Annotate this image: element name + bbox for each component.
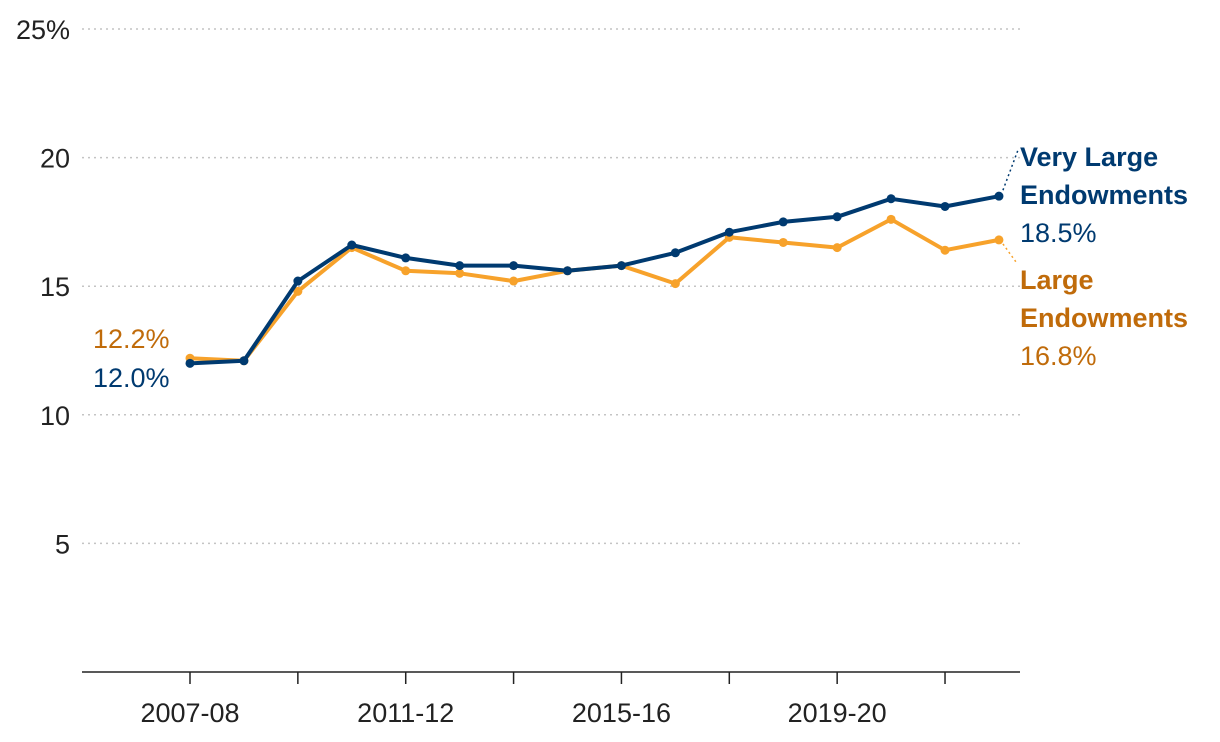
very-large-endowments-series-name-line1: Very Large [1020, 142, 1158, 172]
large-endowments-point [778, 237, 788, 247]
large-endowments-end-value: 16.8% [1020, 341, 1097, 371]
very-large-endowments-point [778, 217, 788, 227]
y-tick-label: 15 [40, 272, 70, 302]
large-endowments-series-name-line2: Endowments [1020, 303, 1188, 333]
large-endowments-point [670, 279, 680, 289]
large-endowments-point [994, 235, 1004, 245]
large-endowments-point [293, 286, 303, 296]
large-endowments-point [832, 243, 842, 253]
y-tick-label: 10 [40, 401, 70, 431]
large-endowments-series-name-line1: Large [1020, 265, 1094, 295]
gridlines [82, 28, 1020, 545]
very-large-endowments-point [832, 212, 842, 222]
large-endowments-leader-line [1002, 243, 1017, 263]
x-tick-label: 2011-12 [357, 698, 454, 728]
x-axis: 2007-08 2011-12 2015-16 2019-20 [82, 671, 1020, 728]
large-endowments-point [455, 268, 465, 278]
very-large-endowments-start-value: 12.0% [93, 363, 170, 393]
large-endowments-point [886, 214, 896, 224]
very-large-endowments-point [455, 261, 465, 271]
x-tick-label: 2015-16 [572, 698, 671, 728]
large-endowments-point [940, 245, 950, 255]
very-large-endowments-point [940, 201, 950, 211]
very-large-endowments-point [616, 261, 626, 271]
very-large-endowments-line [188, 194, 1001, 366]
very-large-endowments-point [994, 191, 1004, 201]
large-endowments-point [401, 266, 411, 276]
large-endowments-start-value: 12.2% [93, 324, 170, 354]
very-large-endowments-leader-line [1002, 149, 1019, 191]
y-axis: 5 10 15 20 25% [16, 15, 70, 559]
very-large-endowments-point [724, 227, 734, 237]
x-tick-label: 2007-08 [140, 698, 239, 728]
y-tick-label: 20 [40, 144, 70, 174]
y-tick-label: 5 [55, 529, 70, 559]
very-large-endowments-point [509, 261, 519, 271]
series [185, 191, 1004, 368]
y-tick-label: 25% [16, 15, 70, 45]
x-tick-label: 2019-20 [788, 698, 887, 728]
very-large-endowments-point [239, 356, 249, 366]
very-large-endowments-point [293, 276, 303, 286]
very-large-endowments-point [401, 253, 411, 263]
large-endowments-point [509, 276, 519, 286]
large-endowments-line [188, 217, 1001, 363]
very-large-endowments-point [347, 240, 357, 250]
very-large-endowments-point [886, 194, 896, 204]
very-large-endowments-point [563, 266, 573, 276]
very-large-endowments-end-value: 18.5% [1020, 218, 1097, 248]
very-large-endowments-point [185, 358, 195, 368]
very-large-endowments-point [670, 248, 680, 258]
very-large-endowments-series-name-line2: Endowments [1020, 180, 1188, 210]
